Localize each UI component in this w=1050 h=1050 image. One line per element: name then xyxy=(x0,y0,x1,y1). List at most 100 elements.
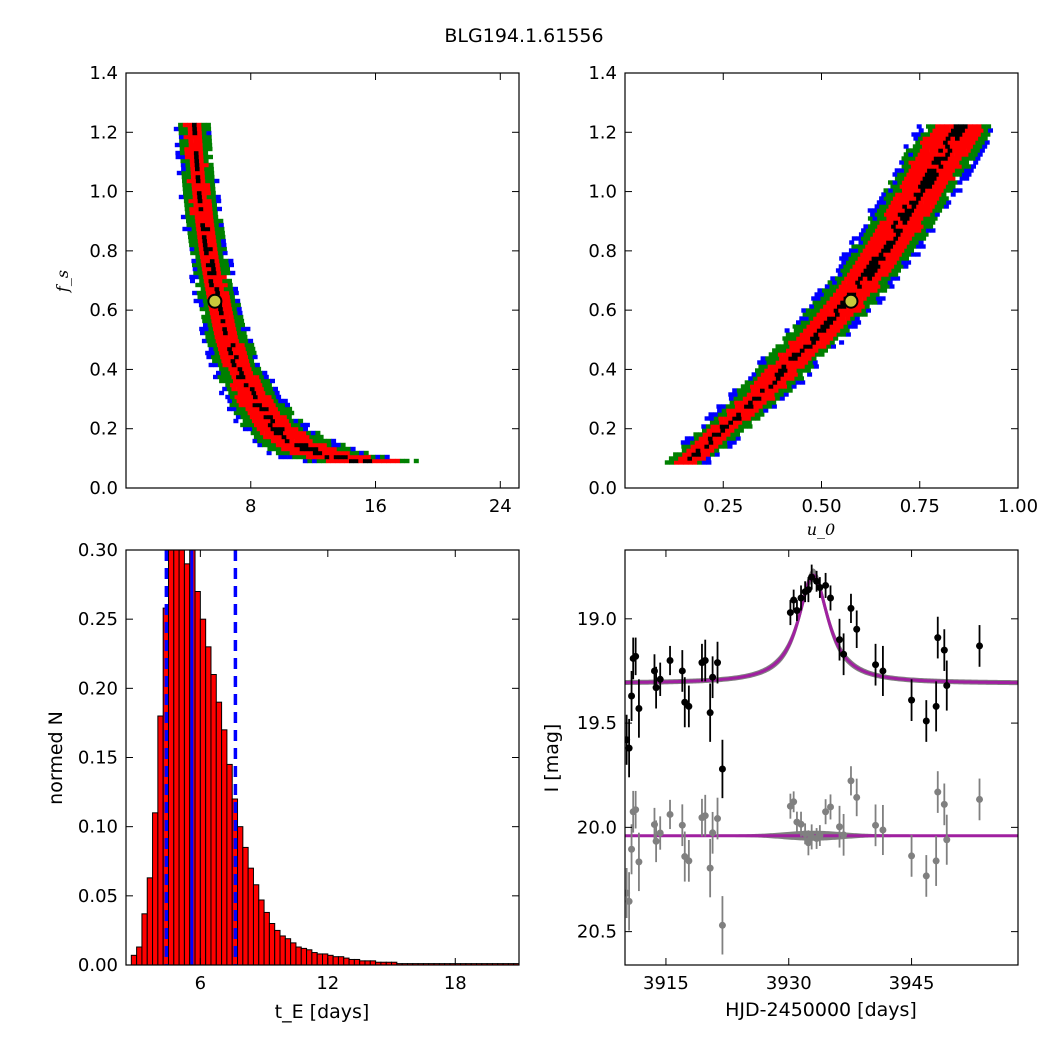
likelihood-cell xyxy=(906,156,912,161)
likelihood-cell xyxy=(973,160,979,165)
likelihood-cell xyxy=(918,192,924,197)
likelihood-cell xyxy=(198,242,204,248)
likelihood-cell xyxy=(721,432,727,437)
likelihood-cell xyxy=(761,396,767,401)
likelihood-cell xyxy=(934,204,940,209)
likelihood-cell xyxy=(880,264,886,269)
likelihood-cell xyxy=(209,286,215,292)
likelihood-cell xyxy=(705,424,711,429)
likelihood-cell xyxy=(716,404,722,409)
likelihood-cell xyxy=(822,316,828,321)
likelihood-cell xyxy=(932,184,937,189)
likelihood-cell xyxy=(939,196,945,201)
likelihood-cell xyxy=(802,356,808,361)
likelihood-cell xyxy=(914,232,920,237)
likelihood-cell xyxy=(242,390,248,396)
likelihood-cell xyxy=(340,442,346,448)
likelihood-cell xyxy=(190,162,196,168)
likelihood-cell xyxy=(839,256,845,261)
likelihood-cell xyxy=(287,406,293,412)
likelihood-cell xyxy=(213,346,219,352)
likelihood-cell xyxy=(203,274,209,280)
likelihood-cell xyxy=(768,368,774,373)
likelihood-cell xyxy=(242,366,248,372)
likelihood-cell xyxy=(881,192,887,197)
likelihood-cell xyxy=(918,216,924,221)
likelihood-cell xyxy=(228,310,234,316)
likelihood-cell xyxy=(735,432,740,437)
likelihood-cell xyxy=(219,314,225,320)
likelihood-cell xyxy=(925,228,931,233)
likelihood-cell xyxy=(862,276,868,281)
likelihood-cell xyxy=(728,420,734,425)
likelihood-cell xyxy=(902,204,908,209)
likelihood-cell xyxy=(836,316,842,321)
likelihood-cell xyxy=(945,160,951,165)
likelihood-cell xyxy=(198,302,204,308)
likelihood-cell xyxy=(846,252,852,257)
likelihood-cell xyxy=(863,224,869,229)
likelihood-cell xyxy=(685,444,691,449)
likelihood-cell xyxy=(695,448,701,453)
likelihood-cell xyxy=(840,328,846,333)
likelihood-cell xyxy=(184,202,190,208)
likelihood-cell xyxy=(829,324,835,329)
likelihood-cell xyxy=(260,390,266,396)
likelihood-cell xyxy=(233,410,239,416)
likelihood-cell xyxy=(945,152,951,157)
likelihood-cell xyxy=(941,128,947,133)
likelihood-cell xyxy=(862,256,868,261)
likelihood-cell xyxy=(673,452,679,457)
likelihood-cell xyxy=(196,126,202,132)
likelihood-cell xyxy=(842,272,848,277)
likelihood-cell xyxy=(209,174,215,180)
likelihood-cell xyxy=(198,274,204,280)
likelihood-cell xyxy=(704,444,710,449)
likelihood-cell xyxy=(829,308,835,313)
likelihood-cell xyxy=(221,322,227,328)
likelihood-cell xyxy=(833,292,838,297)
likelihood-cell xyxy=(950,136,956,141)
likelihood-cell xyxy=(886,224,892,229)
likelihood-cell xyxy=(848,312,854,317)
likelihood-cell xyxy=(733,424,739,429)
likelihood-cell xyxy=(947,164,953,169)
likelihood-cell xyxy=(261,402,267,408)
likelihood-cell xyxy=(223,334,229,340)
likelihood-cell xyxy=(239,382,245,388)
likelihood-cell xyxy=(294,442,300,448)
data-point xyxy=(797,594,805,602)
likelihood-cell xyxy=(309,434,315,440)
likelihood-cell xyxy=(879,272,885,277)
likelihood-cell xyxy=(880,296,886,301)
y-tick-label: 0.6 xyxy=(89,300,118,321)
y-tick-label: 20.5 xyxy=(577,922,617,943)
likelihood-cell xyxy=(731,440,737,445)
likelihood-cell xyxy=(395,458,401,464)
likelihood-cell xyxy=(862,296,868,301)
likelihood-cell xyxy=(725,428,731,433)
likelihood-cell xyxy=(209,350,215,356)
likelihood-cell xyxy=(885,276,891,281)
likelihood-cell xyxy=(908,168,914,173)
likelihood-cell xyxy=(738,396,744,401)
likelihood-cell xyxy=(872,268,878,273)
likelihood-cell xyxy=(808,316,814,321)
likelihood-cell xyxy=(185,210,191,216)
likelihood-cell xyxy=(742,420,748,425)
likelihood-cell xyxy=(376,458,382,464)
data-point xyxy=(932,702,940,710)
likelihood-cell xyxy=(206,130,212,136)
likelihood-cell xyxy=(813,348,819,353)
likelihood-cell xyxy=(275,438,281,444)
likelihood-cell xyxy=(219,350,225,356)
likelihood-cell xyxy=(894,168,900,173)
likelihood-cell xyxy=(900,224,906,229)
likelihood-cell xyxy=(799,376,804,381)
likelihood-cell xyxy=(229,294,235,300)
likelihood-cell xyxy=(897,188,903,193)
likelihood-cell xyxy=(871,256,877,261)
likelihood-cell xyxy=(227,398,233,404)
likelihood-cell xyxy=(896,268,901,273)
likelihood-cell xyxy=(799,332,805,337)
